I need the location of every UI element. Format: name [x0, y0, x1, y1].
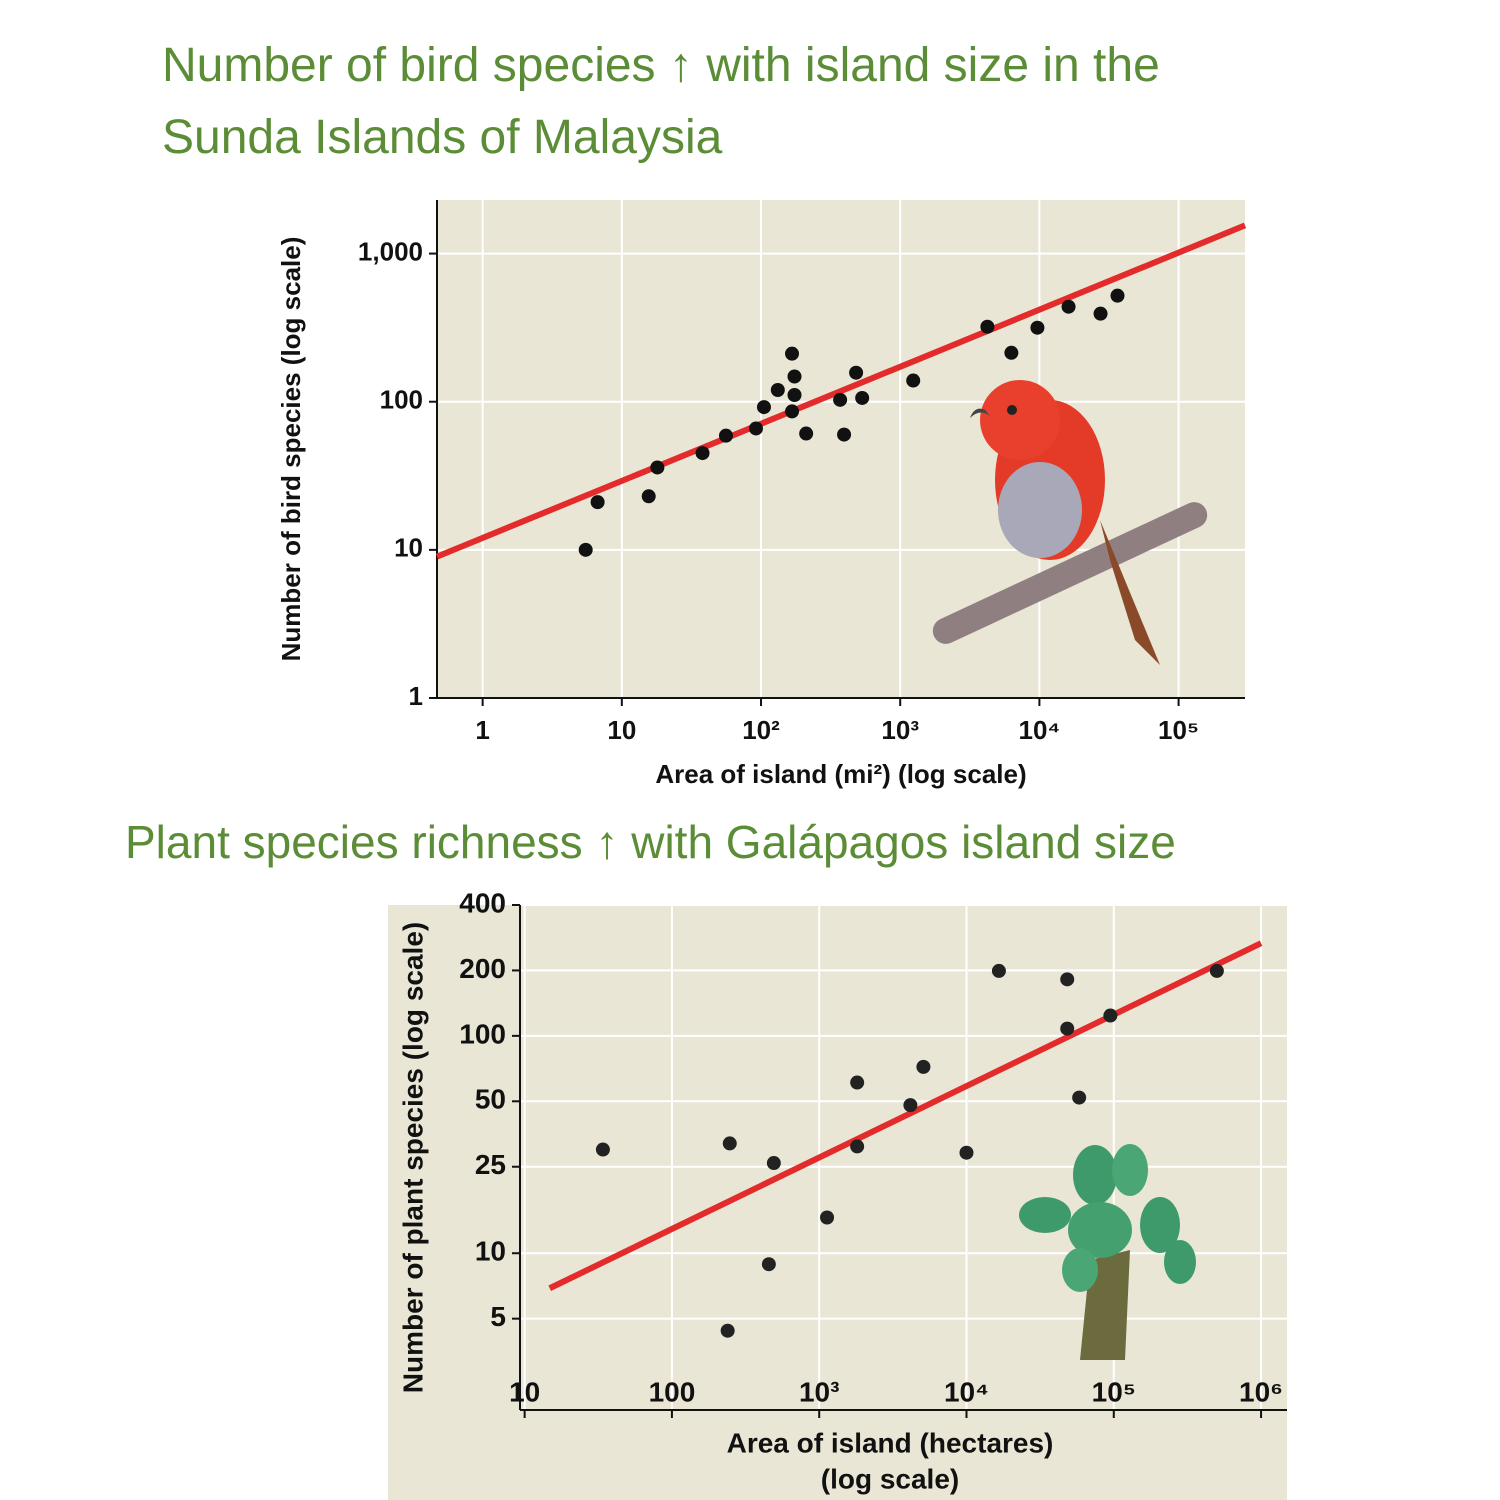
data-point	[1209, 963, 1224, 978]
x-tick-label: 10⁶	[1239, 1376, 1283, 1407]
x-tick-label: 10³	[881, 715, 919, 745]
slide-title: Number of bird species ↑ with island siz…	[162, 39, 1160, 164]
bird-beak	[970, 408, 990, 418]
x-tick-label: 10⁵	[1158, 715, 1199, 745]
x-tick-label: 10	[509, 1376, 540, 1407]
pad	[1112, 1144, 1148, 1196]
x-tick-label: 10²	[742, 715, 780, 745]
branch	[932, 502, 1208, 644]
data-point	[959, 1145, 974, 1160]
data-point	[1004, 345, 1019, 360]
data-point	[980, 319, 995, 334]
data-point	[849, 365, 864, 380]
data-point	[1061, 299, 1076, 314]
data-point	[833, 392, 848, 407]
x-tick-label: 10⁵	[1092, 1376, 1136, 1407]
x-tick-label: 10³	[799, 1376, 839, 1407]
data-point	[761, 1257, 776, 1272]
data-point	[787, 369, 802, 384]
data-point	[722, 1136, 737, 1151]
bird-head	[980, 380, 1060, 460]
pad	[1019, 1197, 1071, 1233]
x-axis-label: Area of island (mi²) (log scale)	[655, 759, 1026, 789]
x-axis-label: Area of island (hectares)	[727, 1427, 1054, 1458]
pad	[1073, 1145, 1117, 1205]
data-point	[595, 1142, 610, 1157]
data-point	[837, 427, 852, 442]
slide-title: Plant species richness ↑ with Galápagos …	[125, 816, 1176, 868]
data-point	[916, 1059, 931, 1074]
bird-eye	[1007, 405, 1017, 415]
data-point	[1060, 1021, 1075, 1036]
y-tick-label: 10	[394, 533, 423, 563]
y-tick-label: 400	[459, 887, 506, 918]
data-point	[1103, 1008, 1118, 1023]
trend-line	[435, 222, 1247, 560]
y-tick-label: 10	[475, 1236, 506, 1267]
y-tick-label: 25	[475, 1149, 506, 1180]
x-tick-label: 1	[475, 715, 489, 745]
y-tick-label: 5	[490, 1301, 506, 1332]
y-tick-label: 100	[459, 1018, 506, 1049]
data-point	[906, 373, 921, 388]
cactus	[1019, 1144, 1196, 1360]
bird-belly	[998, 462, 1082, 558]
pad	[1068, 1202, 1132, 1258]
x-tick-label: 100	[649, 1376, 696, 1407]
data-point	[903, 1098, 918, 1113]
x-tick-label: 10⁴	[1019, 715, 1061, 745]
x-tick-label: 10	[607, 715, 636, 745]
y-tick-label: 100	[380, 385, 423, 415]
pad	[1140, 1197, 1180, 1253]
data-point	[1093, 306, 1108, 321]
tail	[1100, 520, 1160, 665]
data-point	[720, 1323, 735, 1338]
pad	[1062, 1248, 1098, 1292]
y-tick-label: 1,000	[358, 236, 423, 266]
y-axis-label: Number of bird species (log scale)	[276, 237, 306, 662]
data-point	[787, 388, 802, 403]
data-point	[766, 1156, 781, 1171]
data-point	[785, 346, 800, 361]
pad	[1164, 1240, 1196, 1284]
x-tick-label: 10⁴	[944, 1376, 989, 1407]
data-point	[650, 460, 665, 475]
data-point	[590, 495, 605, 510]
data-point	[641, 489, 656, 504]
data-point	[799, 426, 814, 441]
data-point	[785, 404, 800, 419]
data-point	[718, 428, 733, 443]
data-point	[991, 963, 1006, 978]
data-point	[1060, 972, 1075, 987]
data-point	[1030, 320, 1045, 335]
data-point	[1072, 1090, 1087, 1105]
data-point	[578, 542, 593, 557]
data-point	[1110, 288, 1125, 303]
data-point	[820, 1210, 835, 1225]
y-tick-label: 1	[409, 681, 423, 711]
data-point	[748, 421, 763, 436]
y-tick-label: 50	[475, 1084, 506, 1115]
data-point	[855, 390, 870, 405]
data-point	[850, 1139, 865, 1154]
y-tick-label: 200	[459, 953, 506, 984]
trend-line	[548, 940, 1263, 1291]
y-axis-label: Number of plant species (log scale)	[397, 922, 428, 1393]
data-point	[770, 382, 785, 397]
data-point	[695, 446, 710, 461]
illustrations	[932, 380, 1208, 1360]
bird	[932, 380, 1208, 665]
x-axis-label: (log scale)	[821, 1463, 959, 1494]
data-point	[756, 400, 771, 415]
data-point	[850, 1075, 865, 1090]
